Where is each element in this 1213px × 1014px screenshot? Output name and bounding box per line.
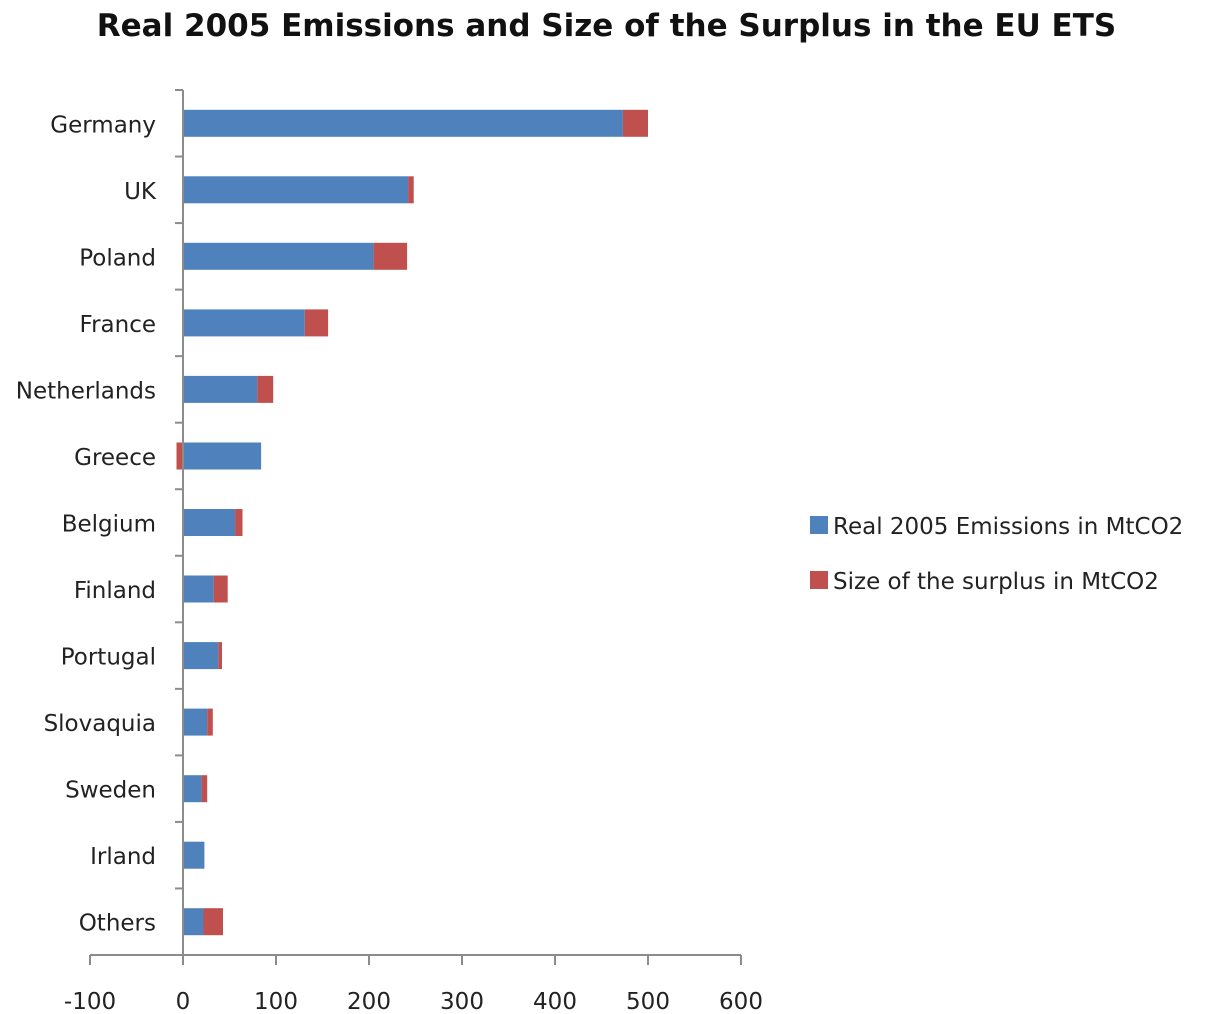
bar-netherlands-series-2 — [257, 375, 274, 403]
bar-portugal-series-1 — [183, 642, 219, 670]
legend-label: Size of the surplus in MtCO2 — [833, 569, 1159, 595]
category-label: Netherlands — [16, 378, 156, 404]
bar-sweden-series-2 — [201, 775, 208, 803]
bar-slovaquia-series-2 — [207, 708, 213, 736]
bar-france-series-2 — [304, 309, 329, 337]
category-label: Finland — [74, 578, 156, 604]
category-label: Belgium — [62, 512, 156, 538]
bar-sweden-series-1 — [183, 775, 202, 803]
x-tick-label: 300 — [440, 989, 484, 1014]
bar-france-series-1 — [183, 309, 305, 337]
category-label: Poland — [79, 245, 156, 271]
bar-uk-series-2 — [408, 176, 414, 204]
category-label: Portugal — [61, 645, 156, 671]
legend: Real 2005 Emissions in MtCO2 Size of the … — [810, 514, 1183, 595]
bars-layer — [176, 109, 648, 936]
category-label: Sweden — [65, 778, 156, 804]
category-label: Germany — [50, 112, 156, 138]
bar-others-series-2 — [203, 908, 223, 936]
category-label: France — [80, 312, 156, 338]
bar-finland-series-2 — [213, 575, 228, 603]
category-label: Others — [79, 911, 156, 937]
bar-irland-series-1 — [183, 841, 205, 869]
bar-belgium-series-1 — [183, 509, 236, 536]
bar-germany-series-2 — [622, 109, 648, 137]
chart-title: Real 2005 Emissions and Size of the Surp… — [96, 8, 1117, 44]
category-label: Slovaquia — [44, 711, 156, 737]
bar-slovaquia-series-1 — [183, 708, 208, 736]
bar-greece-series-1 — [183, 442, 262, 470]
bar-others-series-1 — [183, 908, 204, 936]
category-label: Greece — [74, 445, 156, 471]
bar-greece-series-2 — [176, 442, 183, 470]
x-tick-label: 200 — [347, 989, 391, 1014]
legend-swatch — [810, 571, 828, 589]
x-tick-label: 500 — [626, 989, 670, 1014]
x-tick-label: 0 — [176, 989, 191, 1014]
category-label: Irland — [90, 844, 156, 870]
bar-belgium-series-2 — [235, 509, 243, 536]
bar-germany-series-1 — [183, 109, 623, 137]
legend-swatch — [810, 516, 828, 534]
x-tick-label: 100 — [254, 989, 298, 1014]
x-tick-label: 600 — [719, 989, 763, 1014]
axes-layer: Germany UK Poland France Netherlands Greece Be… — [16, 89, 763, 1014]
category-label: UK — [124, 179, 157, 205]
x-tick-label: 400 — [533, 989, 577, 1014]
bar-portugal-series-2 — [218, 642, 222, 670]
legend-label: Real 2005 Emissions in MtCO2 — [833, 514, 1183, 540]
bar-finland-series-1 — [183, 575, 214, 603]
bar-netherlands-series-1 — [183, 375, 258, 403]
bar-poland-series-1 — [183, 242, 374, 270]
bar-poland-series-2 — [373, 242, 408, 270]
x-tick-label: -100 — [64, 989, 116, 1014]
bar-uk-series-1 — [183, 176, 409, 204]
